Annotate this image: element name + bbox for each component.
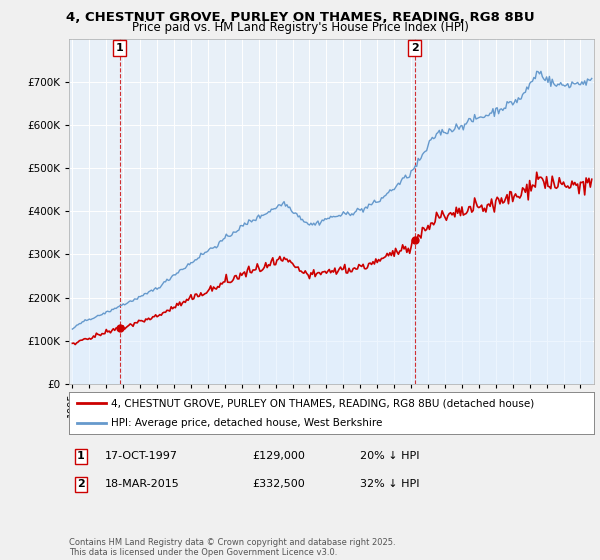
Text: 4, CHESTNUT GROVE, PURLEY ON THAMES, READING, RG8 8BU: 4, CHESTNUT GROVE, PURLEY ON THAMES, REA… (65, 11, 535, 24)
Text: 20% ↓ HPI: 20% ↓ HPI (360, 451, 419, 461)
Text: 18-MAR-2015: 18-MAR-2015 (105, 479, 180, 489)
Text: 2: 2 (411, 43, 419, 53)
Text: 17-OCT-1997: 17-OCT-1997 (105, 451, 178, 461)
Text: 4, CHESTNUT GROVE, PURLEY ON THAMES, READING, RG8 8BU (detached house): 4, CHESTNUT GROVE, PURLEY ON THAMES, REA… (111, 398, 534, 408)
Text: £332,500: £332,500 (252, 479, 305, 489)
Text: Price paid vs. HM Land Registry's House Price Index (HPI): Price paid vs. HM Land Registry's House … (131, 21, 469, 34)
Text: 1: 1 (116, 43, 124, 53)
Text: Contains HM Land Registry data © Crown copyright and database right 2025.
This d: Contains HM Land Registry data © Crown c… (69, 538, 395, 557)
Text: 32% ↓ HPI: 32% ↓ HPI (360, 479, 419, 489)
Text: HPI: Average price, detached house, West Berkshire: HPI: Average price, detached house, West… (111, 418, 382, 428)
Text: 1: 1 (77, 451, 85, 461)
Text: £129,000: £129,000 (252, 451, 305, 461)
Text: 2: 2 (77, 479, 85, 489)
